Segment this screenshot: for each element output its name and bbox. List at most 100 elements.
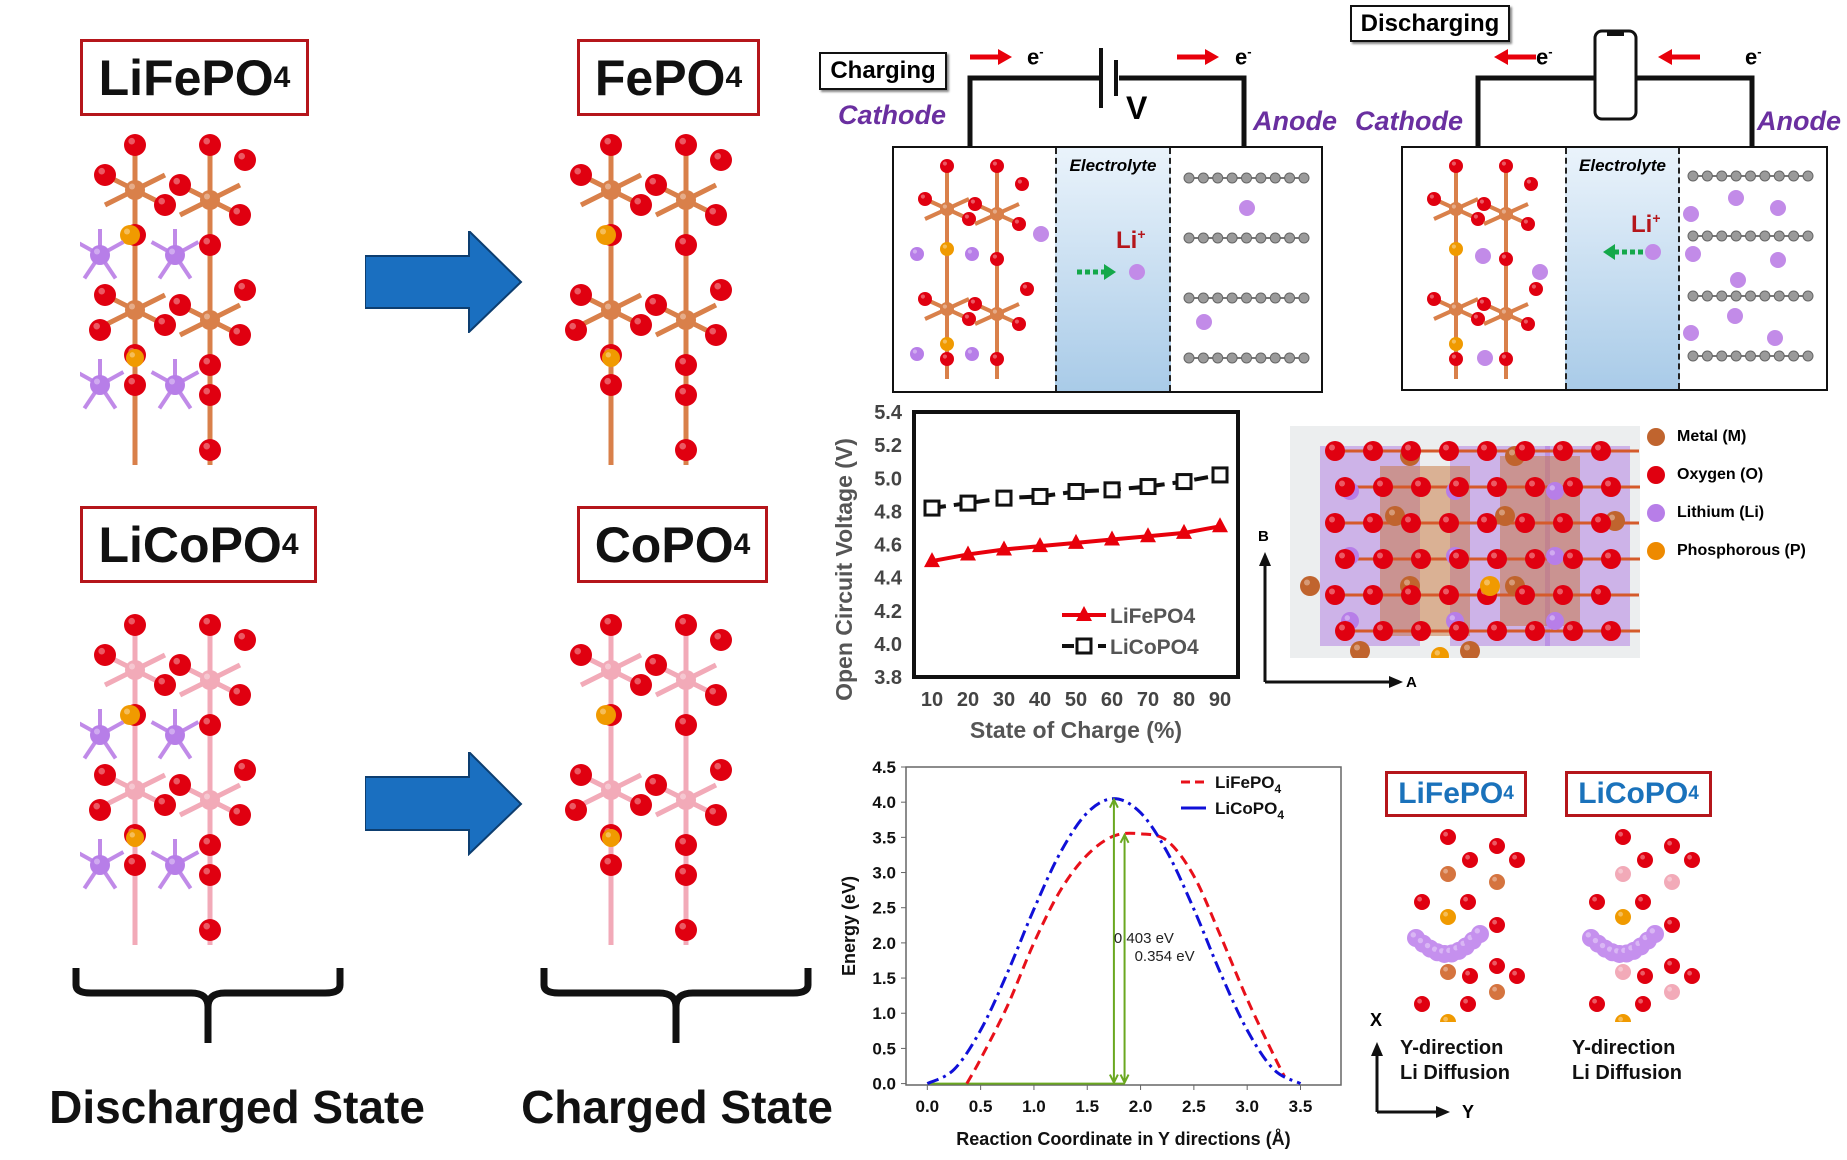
cathode-structure [910,159,1034,379]
x-tick-label: 50 [1065,689,1087,711]
data-point [960,545,976,561]
lithium-atom [165,855,185,875]
oxygen-atom [1684,968,1700,984]
electron-text: e [1745,44,1758,70]
oxygen-atom [1449,549,1469,569]
y-tick-label: 2.5 [872,899,896,918]
arrowhead [1119,832,1130,844]
electrolyte-region: Electrolyte [1565,148,1680,389]
legend-label: LiCoPO4 [1215,799,1284,822]
metal-atom [200,310,220,330]
oxygen-atom [1664,838,1680,854]
discharged-state-label: Discharged State [49,1081,425,1133]
oxygen-atom [570,284,592,306]
lithium-atom [165,725,185,745]
oxygen-atom [1589,894,1605,910]
oxygen-atom [1499,352,1513,366]
olivine-lattice-image [1290,426,1640,658]
oxygen-atom [1401,441,1421,461]
oxygen-atom [675,714,697,736]
oxygen-atom [1439,585,1459,605]
electron-label: e- [1745,44,1762,70]
oxygen-atom [229,324,251,346]
carbon-atom [1687,350,1699,362]
arrowhead [1109,1074,1119,1085]
oxygen-atom [1489,838,1505,854]
copo4-crystal-structure [565,614,732,945]
oxygen-atom [1427,292,1441,306]
li-ion-transfer-icon [1475,170,1814,366]
series-line-LiFePO4 [965,831,1286,1085]
carbon-atom [1802,290,1814,302]
lithium-atom [165,245,185,265]
oxygen-atom [1499,252,1513,266]
oxygen-atom [962,312,976,326]
charging-title: Charging [819,52,947,90]
carbon-atom [1802,230,1814,242]
carbon-atom [1212,292,1224,304]
carbon-atom [1197,172,1209,184]
metal-atom [1615,866,1631,882]
lifepo4-diffusion-path [1407,829,1525,1022]
electron-sup: - [1247,44,1252,59]
discharging-circuit [1475,29,1755,148]
y-tick-label: 3.5 [872,828,896,847]
lithium-atom [90,245,110,265]
metal-atom [676,190,696,210]
carbon-atom [1773,290,1785,302]
oxygen-atom [630,674,652,696]
oxygen-atom [990,252,1004,266]
oxygen-atom [1012,217,1026,231]
carbon-atom [1730,350,1742,362]
oxygen-atom [1525,621,1545,641]
x-tick-label: 0.5 [969,1097,993,1116]
oxygen-atom [234,629,256,651]
charging-cathode-label: Cathode [838,100,946,130]
oxygen-atom [94,644,116,666]
carbon-atom [1284,232,1296,244]
oxygen-atom [154,314,176,336]
electron-label: e- [1536,44,1553,70]
oxygen-atom [675,384,697,406]
li-ion-transfer-icon [1033,172,1310,364]
oxygen-atom [1477,441,1497,461]
oxygen-atom [1477,297,1491,311]
lithium-atom [1546,482,1564,500]
metal-atom [940,302,954,316]
axis-b-label: B [1258,528,1269,545]
oxygen-atom [705,324,727,346]
metal-atom [1664,874,1680,890]
licopo4-diffusion-path [1582,829,1700,1022]
oxygen-atom [1363,441,1383,461]
lifepo4-label: LiFePO 4 [80,39,309,116]
carbon-atom [1226,232,1238,244]
oxygen-atom [169,654,191,676]
carbon-atom [1759,290,1771,302]
oxygen-atom [710,629,732,651]
x-tick-label: 2.0 [1129,1097,1153,1116]
y-tick-label: 4.4 [874,568,903,590]
arrowhead [1119,1074,1130,1085]
oxygen-atom [1460,996,1476,1012]
lithium-atom [910,247,924,261]
carbon-atom [1197,292,1209,304]
oxygen-atom [199,834,221,856]
oxygen-atom [1563,621,1583,641]
y-tick-label: 3.8 [874,667,902,689]
oxygen-atom [600,854,622,876]
metal-atom [1449,302,1463,316]
data-point [1212,517,1228,533]
oxygen-atom [968,197,982,211]
oxygen-atom [705,204,727,226]
metal-atom [1489,984,1505,1000]
oxygen-atom [570,644,592,666]
data-point [1140,527,1156,543]
electron-label: e- [1027,44,1044,70]
oxygen-atom [1020,282,1034,296]
metal-atom [200,190,220,210]
oxygen-atom [1449,477,1469,497]
lithium-atom [165,375,185,395]
oxygen-atom [940,159,954,173]
data-point [1103,481,1121,499]
carbon-atom [1730,230,1742,242]
